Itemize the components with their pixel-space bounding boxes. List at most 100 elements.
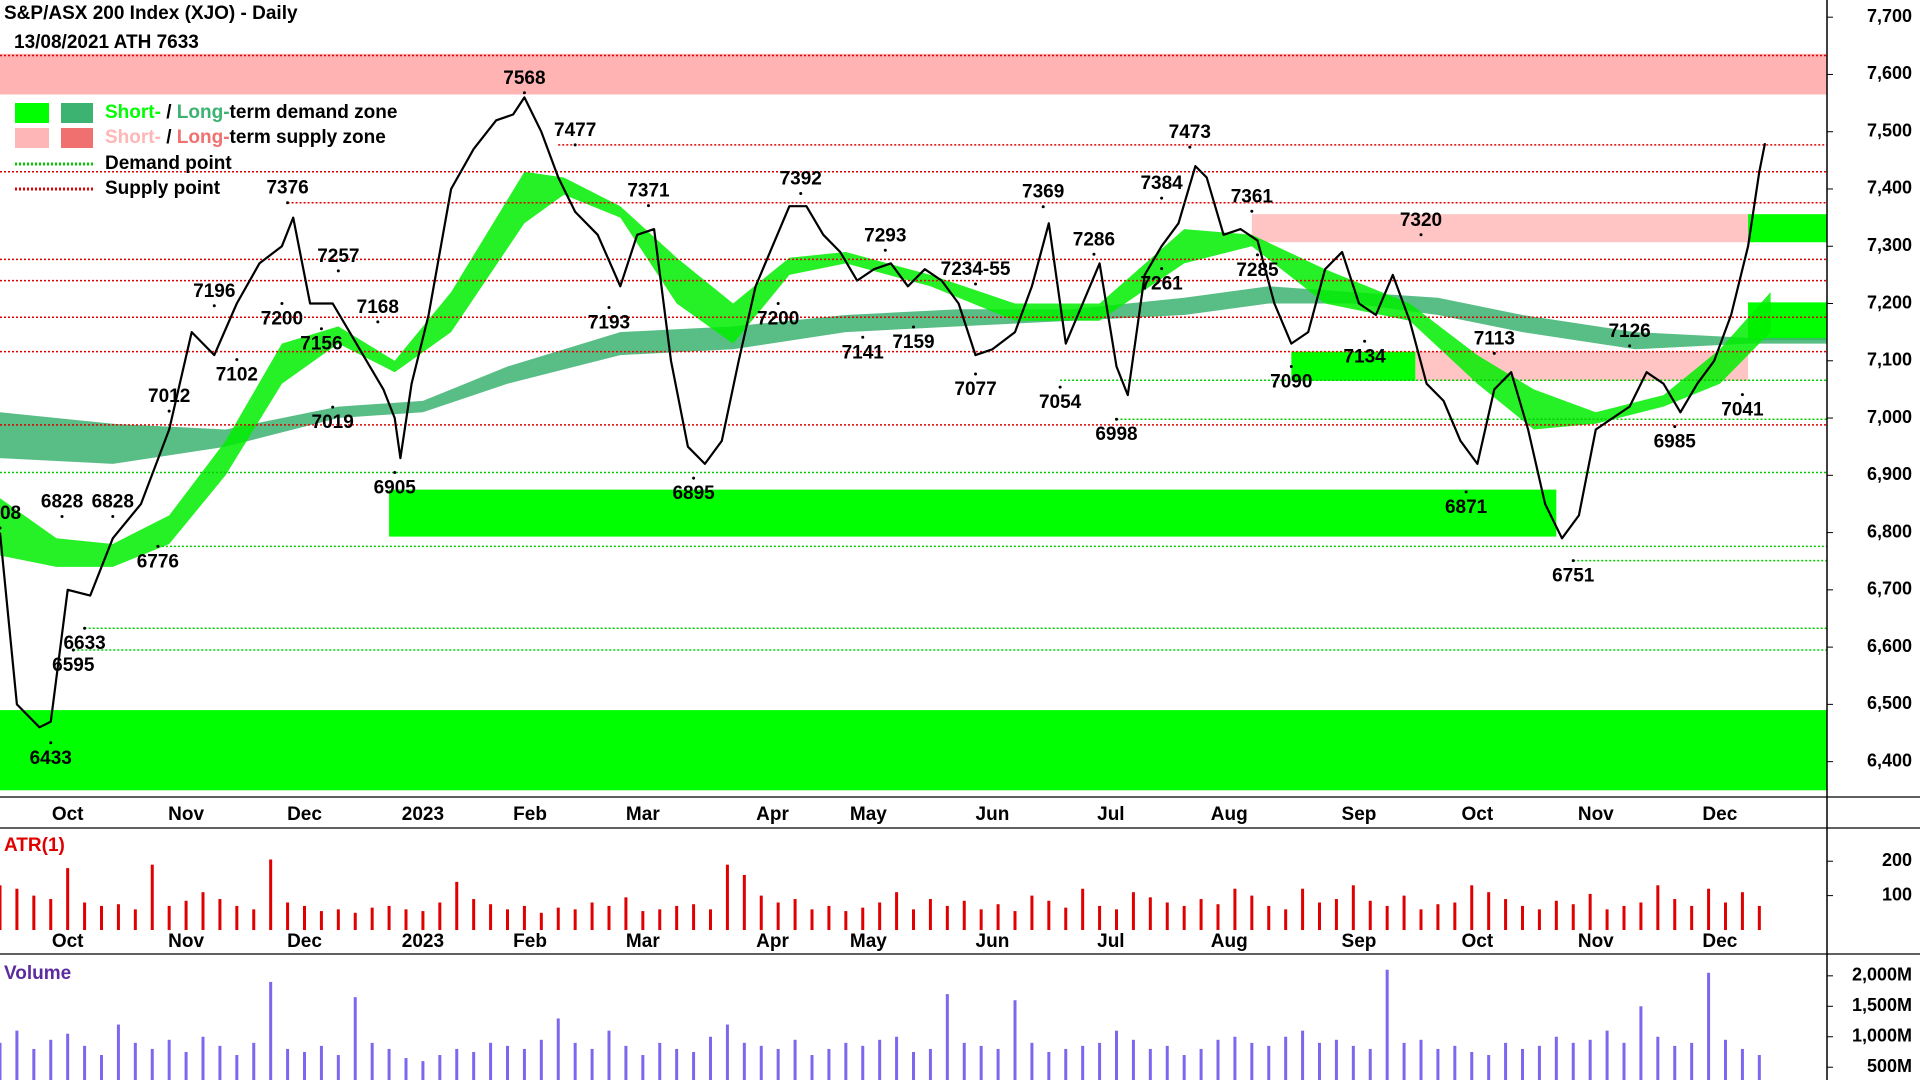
atr-bar: [675, 905, 679, 930]
volume-bar: [438, 1055, 442, 1080]
volume-bar: [793, 1039, 797, 1080]
volume-bar: [522, 1048, 526, 1080]
pivot-label: 7168: [357, 297, 399, 318]
atr-bar: [1081, 888, 1085, 930]
chart-subtitle: 13/08/2021 ATH 7633: [14, 32, 199, 53]
atr-bar: [793, 899, 797, 930]
volume-bar: [269, 981, 273, 1080]
volume-bar: [83, 1045, 87, 1080]
atr-bar: [725, 864, 729, 930]
atr-bar: [1165, 902, 1169, 930]
atr-bar: [15, 888, 19, 930]
volume-bar: [1098, 1042, 1102, 1080]
atr-bar: [1453, 902, 1457, 930]
y-tick-label: 1,500M: [1852, 995, 1912, 1015]
volume-bar: [472, 1051, 476, 1080]
pivot-point: [235, 358, 239, 362]
volume-bar: [725, 1024, 729, 1080]
legend-swatch: [15, 128, 49, 148]
pivot-label: 7012: [148, 386, 190, 407]
x-tick-label: Nov: [1578, 931, 1614, 952]
x-tick-label: Aug: [1211, 804, 1248, 825]
x-tick-label: Jun: [976, 804, 1010, 825]
pivot-label: 7477: [554, 120, 596, 141]
volume-bar: [1081, 1045, 1085, 1080]
volume-bar: [776, 1048, 780, 1080]
volume-bar: [759, 1045, 763, 1080]
bands-layer: [0, 54, 1827, 651]
pivot-point: [111, 515, 115, 519]
pivot-label: 6751: [1552, 566, 1595, 587]
atr-bar: [962, 900, 966, 930]
pivot-label: 7568: [503, 68, 545, 89]
atr-bar: [438, 902, 442, 930]
atr-bar: [607, 905, 611, 930]
volume-bar: [861, 1045, 865, 1080]
supply-zone: [1251, 214, 1749, 243]
volume-bar: [506, 1045, 509, 1080]
ma-band: [0, 286, 1827, 464]
y-tick-label: 6,600: [1867, 636, 1912, 656]
pivot-label: 7041: [1721, 400, 1764, 421]
volume-bar: [32, 1048, 36, 1080]
x-tick-label: Oct: [1462, 931, 1494, 952]
pivot-point: [522, 91, 526, 95]
pivot-label: 6776: [137, 551, 179, 572]
volume-bar: [0, 1042, 2, 1080]
atr-bar: [353, 912, 357, 930]
atr-bar: [83, 902, 87, 930]
atr-bar: [184, 900, 188, 930]
atr-bar: [1216, 904, 1220, 930]
volume-bar: [1250, 1042, 1254, 1080]
x-tick-label: Nov: [168, 804, 204, 825]
volume-bar: [878, 1039, 882, 1080]
volume-bar: [1182, 1055, 1186, 1080]
pivot-point: [71, 648, 75, 652]
atr-bar: [269, 859, 273, 930]
atr-bar: [1318, 902, 1321, 930]
chart-title: S&P/ASX 200 Index (XJO) - Daily: [4, 3, 298, 24]
pivot-point: [1250, 209, 1254, 213]
atr-bar: [1182, 905, 1186, 930]
legend-label-part: /: [161, 127, 177, 148]
volume-bar: [844, 1042, 848, 1080]
x-tick-label: Jul: [1097, 804, 1124, 825]
atr-bar: [1504, 899, 1508, 930]
volume-bar: [167, 1039, 171, 1080]
atr-bar: [810, 909, 814, 930]
pivot-label: 7019: [312, 412, 354, 433]
atr-bar: [1707, 888, 1711, 930]
marks-layer: [0, 91, 1767, 1080]
x-tick-label: Oct: [52, 804, 84, 825]
volume-bar: [353, 997, 357, 1080]
pivot-label: 7193: [588, 313, 630, 334]
volume-bar: [1436, 1048, 1440, 1080]
atr-bar: [336, 909, 340, 930]
x-tick-label: Mar: [626, 804, 660, 825]
volume-bar: [1673, 1045, 1677, 1080]
pivot-label: 7257: [317, 246, 359, 267]
volume-bar: [1605, 1030, 1609, 1080]
atr-bar: [1521, 905, 1524, 930]
atr-bar: [218, 899, 222, 930]
pivot-point: [1571, 559, 1575, 563]
volume-bar: [573, 1042, 577, 1080]
y-tick-label: 7,300: [1867, 235, 1912, 255]
pivot-label: 7473: [1169, 122, 1211, 143]
pivot-point: [393, 470, 397, 474]
pivot-label: 6595: [52, 655, 95, 676]
price-line: [0, 96, 1767, 729]
volume-bar: [1571, 1042, 1575, 1080]
volume-bar: [1554, 1036, 1558, 1080]
pivot-point: [1289, 365, 1293, 369]
volume-bar: [370, 1042, 374, 1080]
pivot-point: [280, 302, 284, 306]
x-tick-label: Dec: [287, 804, 322, 825]
x-tick-label: May: [850, 804, 887, 825]
volume-bar: [1013, 1000, 1017, 1080]
demand-zone: [1291, 351, 1416, 381]
pivot-point: [883, 248, 887, 252]
legend-label-part: term demand zone: [230, 102, 398, 123]
pivot-point: [331, 405, 335, 409]
atr-bar: [522, 905, 526, 930]
